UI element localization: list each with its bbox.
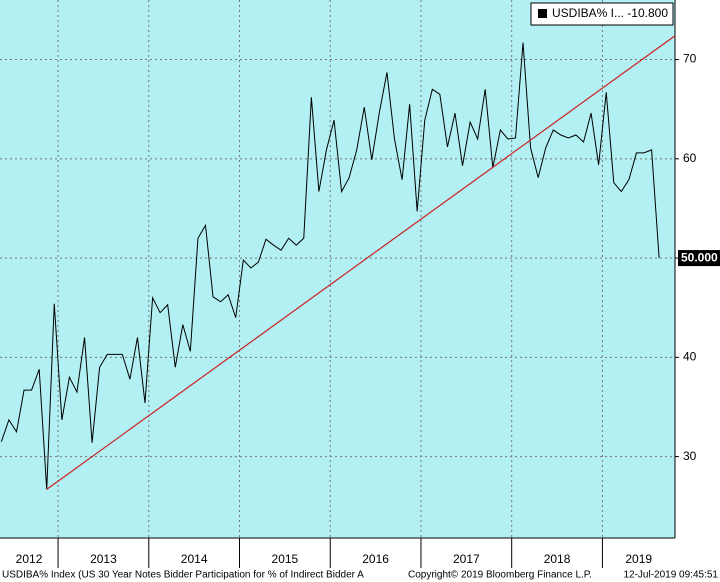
x-tick-label: 2013 <box>90 552 117 566</box>
legend-swatch <box>538 9 547 18</box>
x-tick-label: 2012 <box>16 552 43 566</box>
x-tick-label: 2017 <box>453 552 480 566</box>
x-tick-label: 2019 <box>625 552 652 566</box>
x-tick-label: 2018 <box>544 552 571 566</box>
x-tick-label: 2016 <box>362 552 389 566</box>
x-tick-label: 2015 <box>272 552 299 566</box>
plot-background <box>0 0 675 538</box>
legend-label: USDIBA% I... <box>552 6 624 20</box>
y-tick-label: 40 <box>683 350 697 364</box>
last-value-label: 50.000 <box>681 250 718 264</box>
last-value-box <box>678 250 720 267</box>
y-tick-label: 60 <box>683 151 697 165</box>
trend-line <box>46 35 676 490</box>
line <box>0 42 660 490</box>
y-tick-label: 70 <box>683 52 697 66</box>
footer-timestamp: 12-Jul-2019 09:45:51 <box>623 570 718 581</box>
x-tick-label: 2014 <box>181 552 208 566</box>
footer-description: USDIBA% Index (US 30 Year Notes Bidder P… <box>2 570 364 581</box>
y-tick-label: 30 <box>683 449 697 463</box>
legend-box <box>530 2 674 26</box>
legend: USDIBA% I... -10.800 <box>530 2 674 26</box>
footer-copyright: Copyright© 2019 Bloomberg Finance L.P. <box>408 570 592 581</box>
legend-change: -10.800 <box>627 6 668 20</box>
